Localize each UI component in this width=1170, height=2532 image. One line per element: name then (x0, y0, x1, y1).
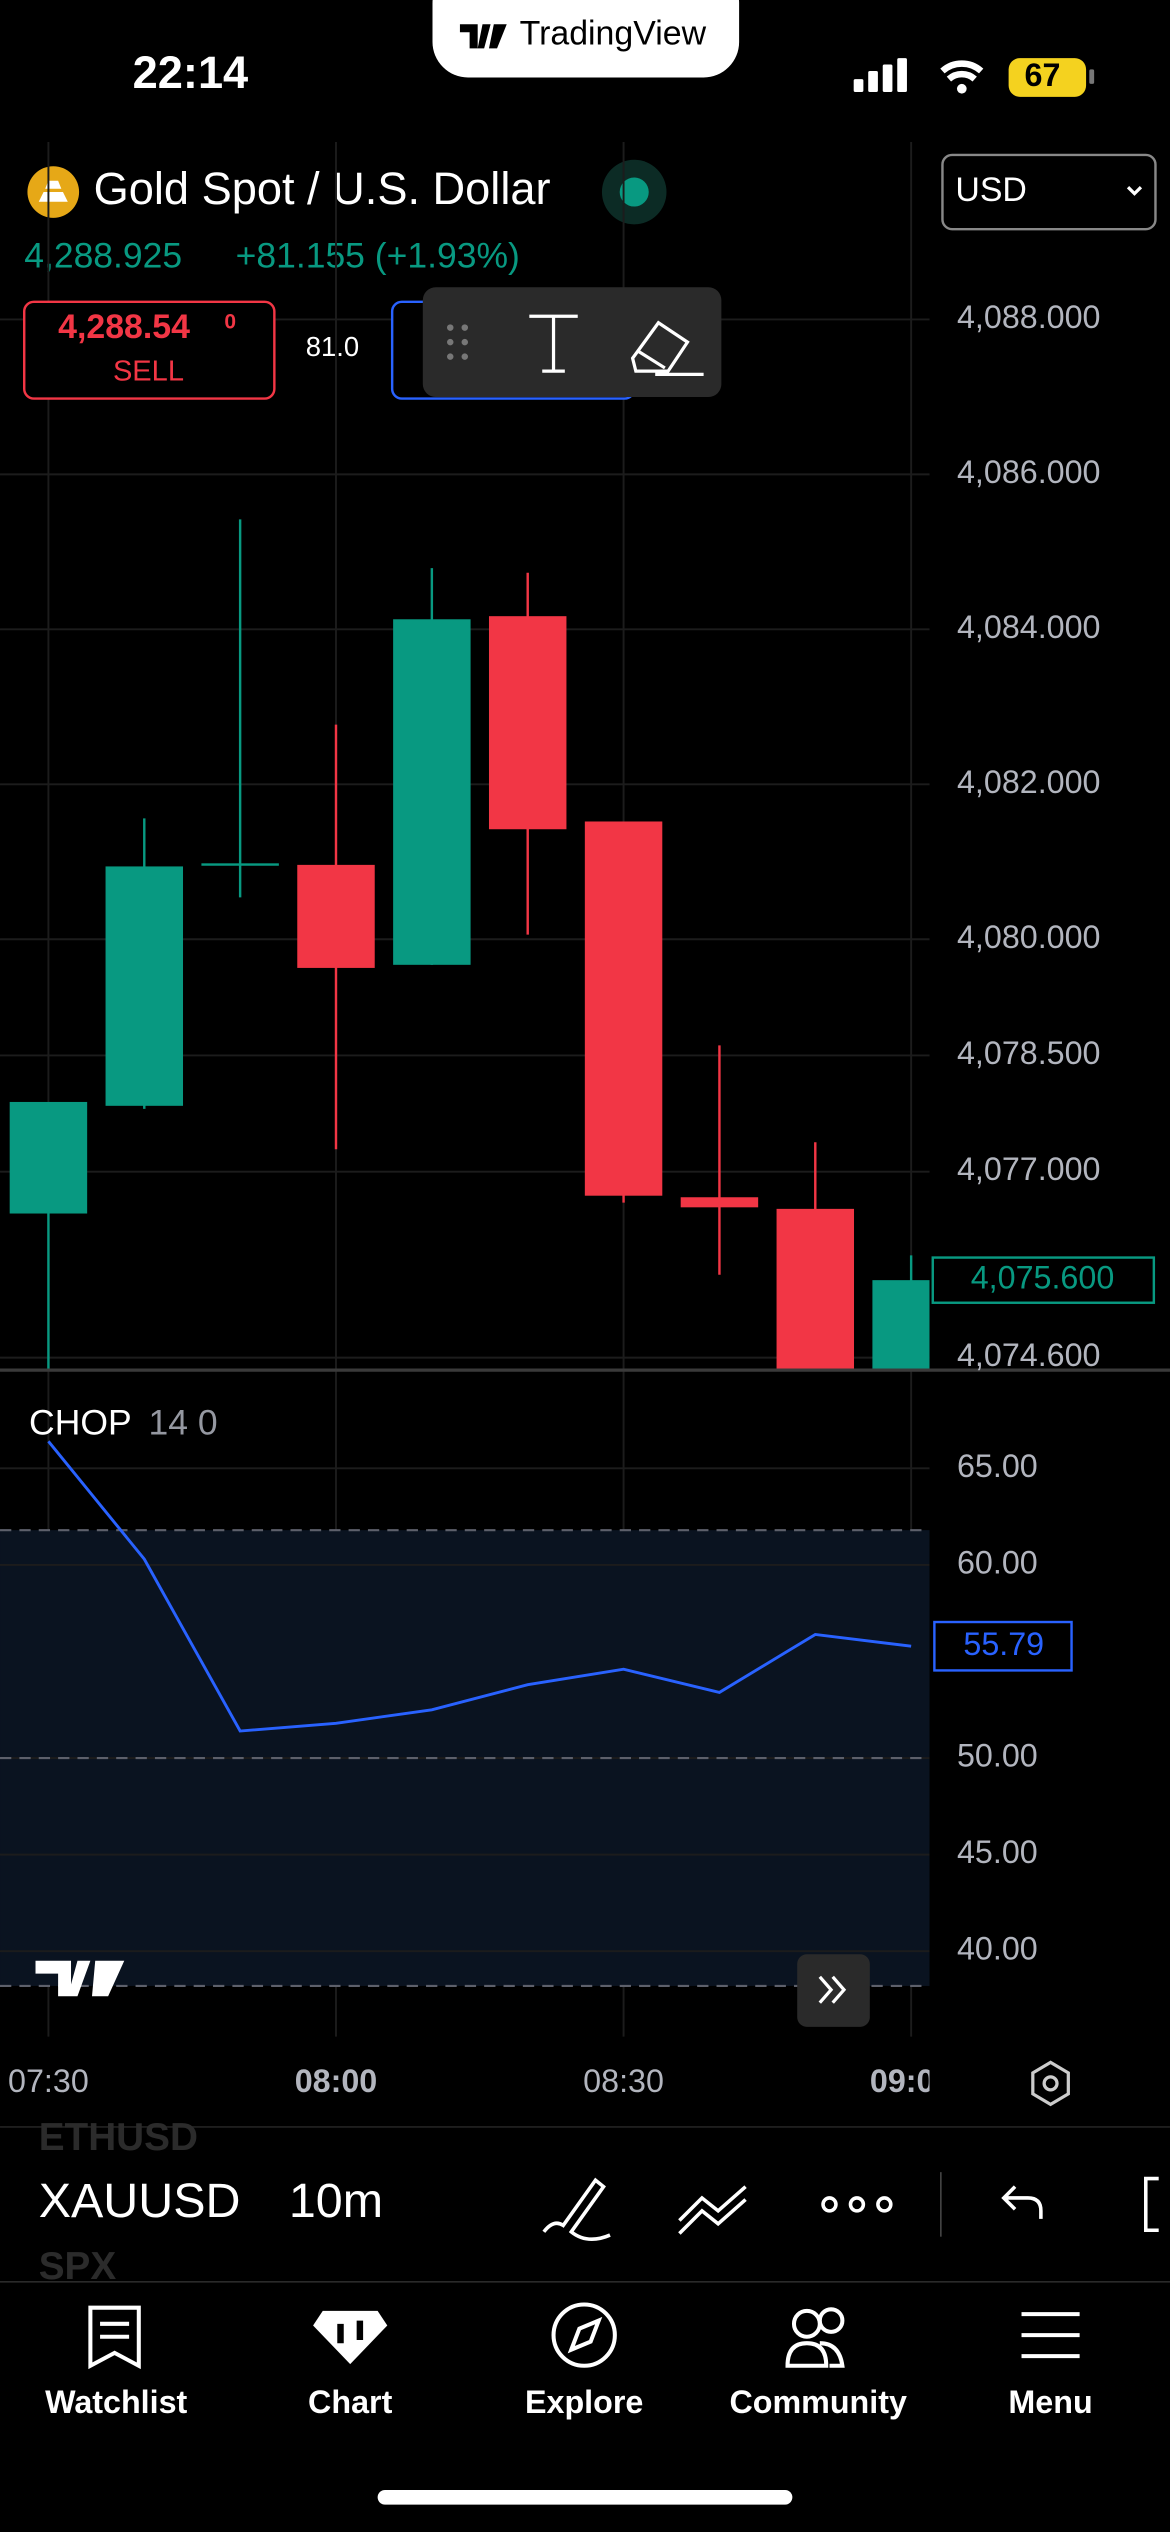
candle-body (776, 1208, 855, 1369)
y-tick-label: 4,084.000 (957, 609, 1101, 645)
more-button[interactable] (821, 2196, 893, 2213)
y-tick-label: 50.00 (957, 1738, 1038, 1774)
watchlist-icon (88, 2305, 141, 2370)
y-tick-label: 4,086.000 (957, 454, 1101, 490)
chart-icon (313, 2310, 388, 2365)
y-tick-label: 40.00 (957, 1931, 1038, 1967)
tab-label[interactable]: Explore (525, 2384, 643, 2420)
candle-body (680, 1197, 759, 1208)
indicator-params: 14 0 (148, 1402, 217, 1442)
status-time: 22:14 (133, 47, 249, 98)
explore-needle (567, 2316, 603, 2354)
y-tick-label: 45.00 (957, 1834, 1038, 1870)
battery-cap (1089, 69, 1095, 84)
candle-body (201, 863, 279, 866)
tab-label[interactable]: Community (729, 2384, 907, 2420)
price-change: +81.155 (+1.93%) (236, 236, 520, 276)
sell-button[interactable] (23, 300, 276, 400)
y-tick-label: 4,074.600 (957, 1337, 1101, 1373)
tv-watermark (35, 1960, 125, 1997)
time-label: 07:30 (8, 2063, 89, 2099)
candle-body (297, 864, 375, 968)
candle-body (9, 1101, 88, 1214)
symbol-name[interactable]: Gold Spot / U.S. Dollar (94, 163, 551, 214)
battery-level: 67 (1025, 57, 1061, 93)
interval-select[interactable]: 10m (289, 2174, 383, 2228)
currency-chevron (1126, 186, 1143, 196)
last-price-box (931, 1256, 1156, 1304)
explore-icon (551, 2302, 617, 2368)
fullscreen-button[interactable] (1144, 2176, 1159, 2233)
candle-body (105, 866, 184, 1106)
y-tick-label: 4,080.000 (957, 919, 1101, 955)
tab-label[interactable]: Watchlist (45, 2384, 187, 2420)
indicator-name: CHOP (29, 1402, 132, 1442)
y-tick-label: 65.00 (957, 1448, 1038, 1484)
toolbar-grip (447, 324, 469, 360)
menu-icon (1021, 2312, 1080, 2359)
currency-select[interactable] (941, 153, 1157, 231)
app-name: TradingView (520, 14, 707, 52)
last-price: 4,288.925 (24, 236, 182, 276)
time-label: 08:00 (295, 2063, 378, 2099)
last-price-label: 4,075.600 (971, 1260, 1115, 1296)
sell-price-fraction: 0 (224, 310, 236, 333)
tab-label[interactable]: Chart (308, 2384, 393, 2420)
currency-label: USD (955, 171, 1027, 209)
candle-body (872, 1280, 930, 1369)
lines-tool[interactable] (678, 2185, 747, 2235)
community-head-2 (817, 2307, 845, 2334)
market-status-dot (619, 177, 649, 207)
indicator-value-label: 55.79 (963, 1626, 1044, 1662)
wifi-dot (956, 83, 967, 94)
home-indicator (377, 2490, 793, 2505)
candle-body (393, 619, 471, 965)
wifi-icon (940, 60, 984, 82)
battery (1008, 58, 1087, 97)
symbol-select[interactable]: XAUUSD (39, 2174, 241, 2228)
scroll-icon (818, 1975, 847, 2004)
chart-icon-candles (337, 2320, 364, 2344)
settings-icon[interactable] (1031, 2060, 1070, 2107)
candle-body (488, 616, 567, 830)
next-symbol: SPX (39, 2245, 117, 2288)
sell-price: 4,288.54 (58, 308, 190, 346)
tab-label[interactable]: Menu (1008, 2384, 1092, 2420)
sell-label: SELL (113, 355, 184, 387)
indicator-value-box (933, 1620, 1073, 1672)
highlighter-tool[interactable] (630, 320, 704, 377)
candle-body (584, 821, 663, 1196)
community-icon (785, 2341, 845, 2368)
scroll-button[interactable] (797, 1954, 870, 2027)
symbol-icon-bars (38, 180, 68, 202)
settings-icon-center (1042, 2075, 1059, 2092)
time-label: 09:00 (870, 2063, 953, 2099)
app-logo (459, 24, 507, 49)
draw-tool[interactable] (542, 2177, 611, 2241)
spread: 81.0 (306, 331, 359, 362)
app-pill (432, 0, 740, 78)
prev-symbol: ETHUSD (39, 2116, 198, 2159)
y-tick-label: 4,082.000 (957, 764, 1101, 800)
y-tick-label: 4,077.000 (957, 1151, 1101, 1187)
undo-button[interactable] (1001, 2185, 1043, 2219)
y-tick-label: 4,088.000 (957, 299, 1101, 335)
text-tool[interactable] (529, 314, 578, 373)
y-tick-label: 60.00 (957, 1544, 1038, 1580)
time-label: 08:30 (583, 2063, 664, 2099)
signal-icon (853, 58, 907, 92)
indicator-line (47, 1440, 912, 1733)
y-tick-label: 4,078.500 (957, 1035, 1101, 1071)
